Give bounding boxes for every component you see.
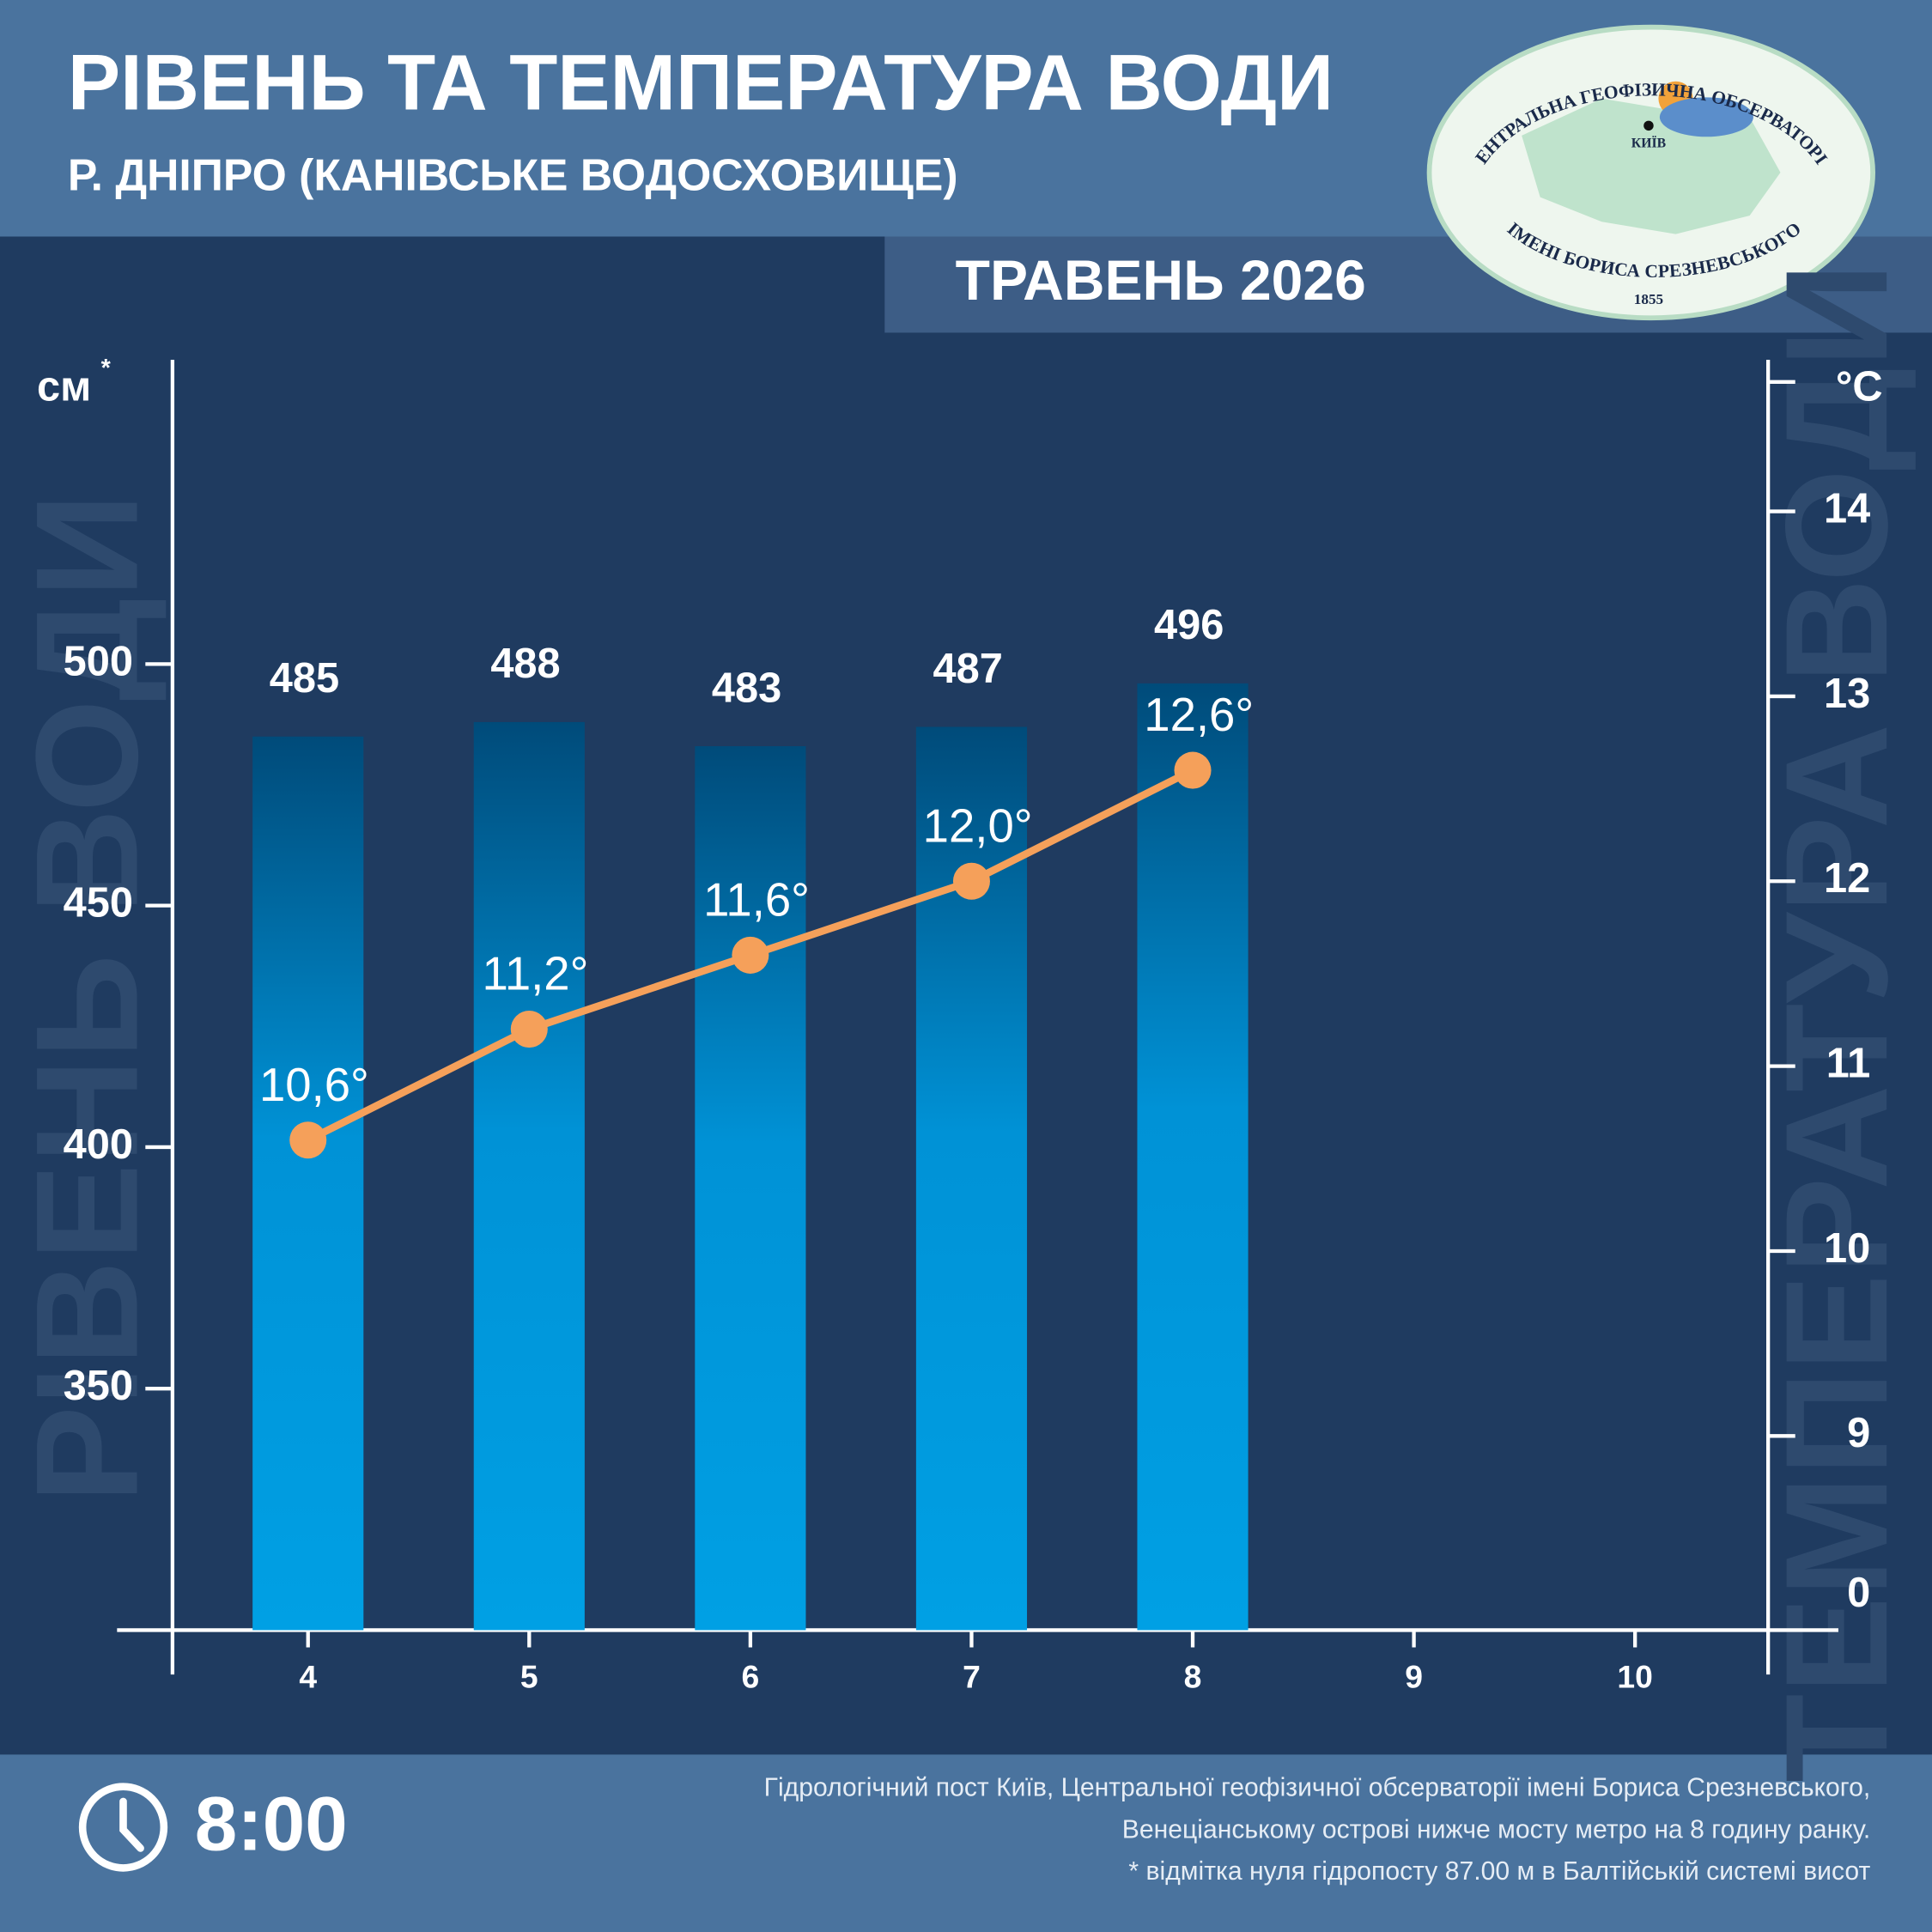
note: * відмітка нуля гідропосту 87.00 м в Бал… (1128, 1857, 1870, 1886)
x-tick-label: 6 (742, 1659, 760, 1695)
temperature-point (510, 1011, 548, 1048)
x-tick-label: 5 (520, 1659, 538, 1695)
temperature-point (732, 936, 769, 974)
temperature-label: 10,6° (259, 1059, 369, 1111)
temperature-label: 12,0° (923, 799, 1033, 852)
title: РІВЕНЬ ТА ТЕМПЕРАТУРА ВОДИ (68, 39, 1334, 127)
y-unit: см (37, 363, 91, 410)
logo-cloud (1659, 97, 1753, 137)
temperature-point (952, 862, 990, 900)
y-axis-title: РІВЕНЬ ВОДИ (6, 493, 168, 1503)
y-tick-label: 450 (64, 880, 133, 927)
bar (473, 721, 585, 1631)
bar (252, 736, 364, 1631)
temperature-label: 11,6° (703, 874, 810, 927)
y-tick-label: 350 (64, 1363, 133, 1409)
bar (695, 746, 806, 1631)
plot: 350 400 450 500 0 9 10 11 12 13 14 4 5 6 7 8 9 10 485 488 48… (64, 360, 1871, 1695)
clock-hands (119, 1797, 144, 1852)
temperature-label: 11,2° (483, 948, 589, 1000)
note: Венеціанському острові нижче мосту метро… (1122, 1815, 1870, 1844)
temperature-point (1174, 751, 1212, 789)
y2-tick-label: 14 (1824, 485, 1870, 532)
bar-value-label: 488 (490, 641, 560, 687)
y2-tick-label: 12 (1824, 855, 1870, 902)
bar-value-label: 496 (1154, 602, 1224, 648)
logo-dot (1643, 120, 1654, 131)
logo-city: КИЇВ (1631, 136, 1667, 151)
y-unit-mark: * (101, 355, 112, 382)
logo-year: 1855 (1634, 291, 1663, 307)
y2-unit: °C (1836, 363, 1883, 410)
bar-value-label: 485 (270, 655, 339, 702)
y2-tick-label: 0 (1847, 1570, 1870, 1616)
bar (1137, 683, 1249, 1631)
x-tick-label: 8 (1184, 1659, 1202, 1695)
temperature-label: 12,6° (1144, 689, 1254, 741)
y2-tick-label: 13 (1824, 671, 1870, 717)
y-tick-label: 400 (64, 1121, 133, 1168)
y2-tick-label: 10 (1824, 1225, 1870, 1272)
temperature-point (289, 1121, 327, 1159)
x-tick-label: 10 (1617, 1659, 1653, 1695)
y2-axis-title: ТЕМПЕРАТУРА ВОДИ (1755, 263, 1917, 1783)
clock-icon (78, 1783, 168, 1872)
time: 8:00 (195, 1780, 348, 1866)
y-tick-label: 500 (64, 638, 133, 684)
note: Гідрологічний пост Київ, Центральної гео… (764, 1773, 1871, 1801)
y2-tick-label: 11 (1826, 1041, 1871, 1087)
bar-value-label: 487 (933, 646, 1002, 692)
period: ТРАВЕНЬ 2026 (956, 248, 1366, 312)
bar-value-label: 483 (712, 665, 781, 711)
subtitle: Р. ДНІПРО (КАНІВСЬКЕ ВОДОСХОВИЩЕ) (68, 150, 958, 200)
x-tick-label: 9 (1405, 1659, 1423, 1695)
y2-tick-label: 9 (1847, 1410, 1870, 1456)
x-tick-label: 7 (963, 1659, 981, 1695)
footer-band (0, 1754, 1932, 1932)
x-tick-label: 4 (299, 1659, 317, 1695)
